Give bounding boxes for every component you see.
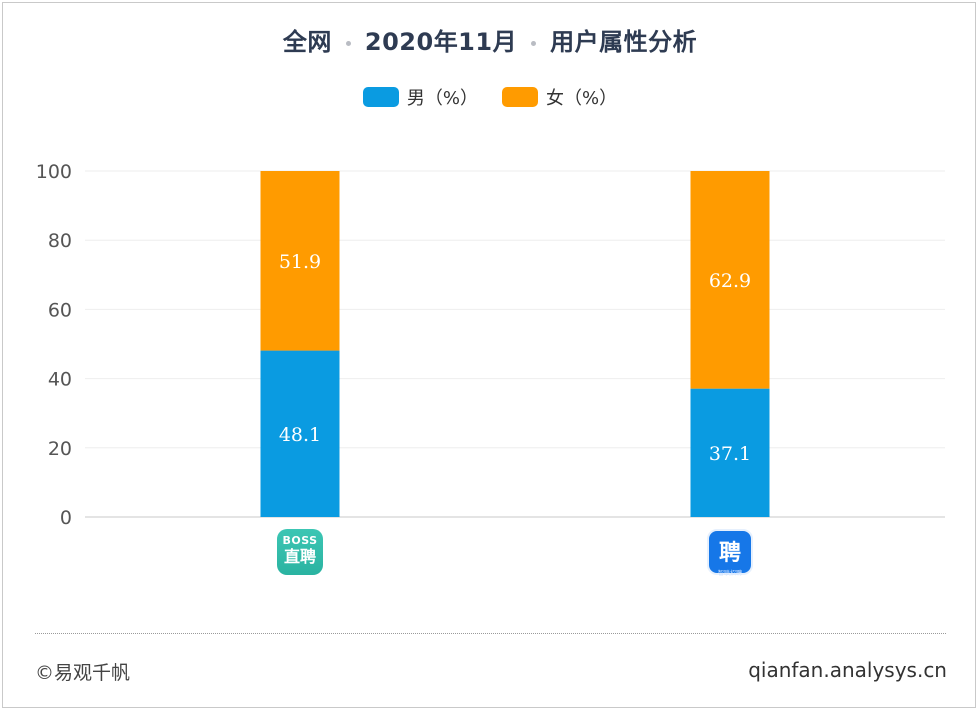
bar-segment-female xyxy=(690,171,770,389)
legend-swatch-male xyxy=(362,87,399,107)
y-tick-label: 20 xyxy=(48,438,72,460)
bar-data-label: 51.9 xyxy=(279,251,321,273)
y-tick-label: 60 xyxy=(48,299,72,321)
legend-label-female: 女（%） xyxy=(546,88,618,109)
footer-divider xyxy=(35,633,946,634)
bar-segment-male xyxy=(260,350,340,517)
chart-legend: 男（%） 女（%） xyxy=(0,84,980,110)
bar-data-label: 37.1 xyxy=(709,443,751,465)
boss-zhipin-app-icon: BOSS 直聘 xyxy=(277,529,323,575)
bar-data-label: 48.1 xyxy=(279,424,321,446)
y-tick-label: 0 xyxy=(60,507,72,529)
bar-segment-female xyxy=(260,171,340,351)
title-separator-dot xyxy=(531,40,537,46)
bar-segment-male xyxy=(690,388,770,517)
footer-source-link[interactable]: qianfan.analysys.cn xyxy=(748,658,947,682)
title-segment-scope: 全网 xyxy=(282,28,332,56)
title-separator-dot xyxy=(345,40,351,46)
footer-copyright: ©易观千帆 xyxy=(35,662,131,684)
y-tick-label: 40 xyxy=(48,369,72,391)
legend-label-male: 男（%） xyxy=(406,88,478,109)
boss-icon-subtext: 直聘 xyxy=(283,547,316,566)
zhilian-app-icon: 聘 智联招聘 xyxy=(707,529,753,577)
title-segment-period: 2020年11月 xyxy=(364,28,518,56)
y-tick-label: 80 xyxy=(48,230,72,252)
y-tick-label: 100 xyxy=(36,161,72,183)
zhilian-icon-glyph: 聘 xyxy=(718,541,741,566)
title-segment-topic: 用户属性分析 xyxy=(550,28,698,56)
bar-data-label: 62.9 xyxy=(709,270,751,292)
boss-icon-text: BOSS xyxy=(282,534,318,547)
legend-item-male[interactable]: 男（%） xyxy=(362,84,478,110)
legend-item-female[interactable]: 女（%） xyxy=(502,84,617,110)
legend-swatch-female xyxy=(502,87,538,107)
zhilian-icon-subtext: 智联招聘 xyxy=(717,570,742,577)
chart-title: 全网 2020年11月 用户属性分析 xyxy=(0,22,980,57)
